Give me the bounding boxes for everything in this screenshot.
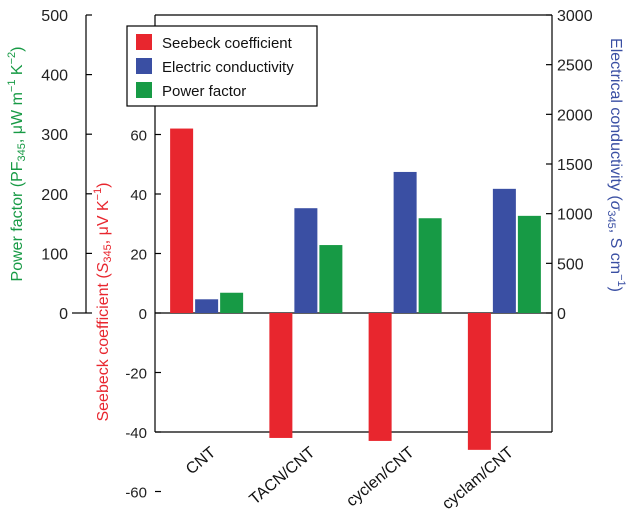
category-label: cyclen/CNT — [343, 444, 417, 510]
seebeck-axis: -60-40-20020406080 — [125, 68, 161, 502]
category-labels: CNT TACN/CNT cyclen/CNT cyclam/CNT — [183, 444, 517, 513]
seebeck-tick-label: 60 — [130, 128, 147, 145]
pf-tick-label: 0 — [59, 306, 68, 323]
cond-tick-label: 3000 — [557, 8, 593, 25]
bar-conductivity-3 — [493, 189, 516, 313]
legend-swatch — [136, 82, 152, 98]
pf-tick-label: 100 — [41, 246, 68, 263]
legend-swatch — [136, 58, 152, 74]
seebeck-tick-label: -40 — [125, 425, 147, 442]
cond-tick-label: 500 — [557, 256, 584, 273]
power-factor-axis-label: Power factor (PF345, μW m−1 K−2) — [6, 47, 28, 282]
bar-conductivity-0 — [195, 299, 218, 313]
power-factor-axis: 0 100 200 300 400 500 — [41, 8, 92, 323]
seebeck-axis-label: Seebeck coefficient (S345, μV K−1) — [92, 182, 114, 421]
bar-seebeck-1 — [269, 313, 292, 438]
bar-power_factor-0 — [220, 293, 243, 313]
category-label: CNT — [183, 444, 219, 478]
legend-label: Seebeck coefficient — [162, 35, 293, 52]
bar-power_factor-1 — [319, 245, 342, 313]
bar-power_factor-2 — [419, 218, 442, 313]
conductivity-axis: 0 500 1000 1500 2000 2500 3000 — [546, 8, 593, 323]
legend-swatch — [136, 34, 152, 50]
bar-seebeck-3 — [468, 313, 491, 450]
pf-tick-label: 300 — [41, 127, 68, 144]
bar-conductivity-2 — [394, 172, 417, 313]
seebeck-tick-label: -60 — [125, 485, 147, 502]
seebeck-tick-label: -20 — [125, 366, 147, 383]
bar-conductivity-1 — [294, 208, 317, 313]
pf-tick-label: 200 — [41, 187, 68, 204]
cond-tick-label: 2500 — [557, 58, 593, 75]
cond-tick-label: 1500 — [557, 157, 593, 174]
seebeck-tick-label: 20 — [130, 247, 147, 264]
category-label: TACN/CNT — [246, 444, 318, 508]
seebeck-tick-label: 40 — [130, 187, 147, 204]
bar-power_factor-3 — [518, 216, 541, 313]
cond-tick-label: 1000 — [557, 207, 593, 224]
category-label: cyclam/CNT — [439, 444, 517, 513]
conductivity-axis-label: Electrical conductivity (σ345, S cm−1) — [605, 38, 626, 292]
cond-tick-label: 2000 — [557, 107, 593, 124]
legend-label: Power factor — [162, 83, 246, 100]
bars — [170, 129, 541, 450]
legend: Seebeck coefficient Electric conductivity… — [127, 26, 317, 106]
legend-label: Electric conductivity — [162, 59, 294, 76]
bar-seebeck-2 — [369, 313, 392, 441]
bar-seebeck-0 — [170, 129, 193, 313]
cond-tick-label: 0 — [557, 306, 566, 323]
seebeck-tick-label: 0 — [139, 306, 147, 323]
pf-tick-label: 500 — [41, 8, 68, 25]
pf-tick-label: 400 — [41, 68, 68, 85]
